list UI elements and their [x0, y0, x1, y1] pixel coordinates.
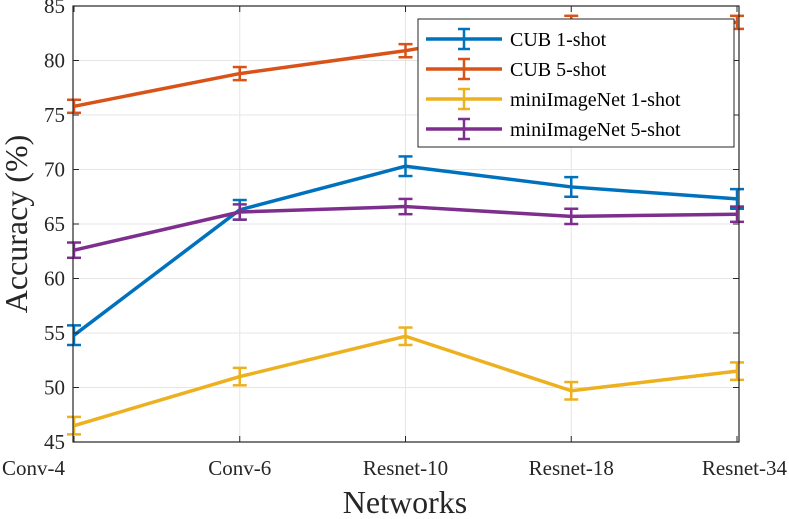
error-bar	[398, 42, 413, 59]
y-tick-label: 50	[44, 376, 65, 400]
error-bar	[67, 324, 81, 347]
error-bar	[564, 380, 579, 401]
x-tick-label: Resnet-18	[529, 456, 614, 480]
y-axis-title: Accuracy (%)	[0, 135, 34, 314]
error-bar	[398, 197, 413, 216]
error-bar	[232, 65, 247, 82]
error-bar	[67, 415, 81, 436]
legend: CUB 1-shot CUB 5-shot miniImageNet 1-shot m…	[417, 18, 735, 148]
legend-item: miniImageNet 1-shot	[426, 87, 681, 111]
y-tick-label: 85	[44, 0, 65, 18]
y-tick-label: 70	[44, 158, 65, 182]
x-tick-label: Conv-6	[208, 456, 271, 480]
legend-item: CUB 5-shot	[426, 57, 607, 81]
legend-item: CUB 1-shot	[426, 27, 607, 51]
error-bar	[232, 203, 247, 221]
x-axis-title: Networks	[343, 484, 467, 519]
x-tick-label: Resnet-10	[363, 456, 448, 480]
y-tick-label: 60	[44, 267, 65, 291]
legend-label: CUB 1-shot	[510, 29, 607, 51]
legend-label: miniImageNet 5-shot	[510, 119, 681, 141]
y-tick-label: 75	[44, 103, 65, 127]
series-3	[67, 326, 744, 436]
y-tick-label: 65	[44, 212, 65, 236]
series-4	[67, 197, 744, 260]
legend-label: CUB 5-shot	[510, 59, 607, 81]
error-bar	[232, 366, 247, 387]
error-bar	[67, 241, 81, 260]
x-tick-label: Conv-4	[2, 456, 66, 480]
y-tick-label: 45	[44, 430, 65, 454]
legend-label: miniImageNet 1-shot	[510, 89, 681, 111]
x-tick-label: Resnet-34	[702, 456, 788, 480]
error-bar	[398, 326, 413, 347]
y-tick-label: 80	[44, 49, 65, 73]
error-bar	[398, 155, 413, 178]
error-bar	[730, 361, 744, 382]
error-bar	[730, 205, 744, 224]
error-bar	[564, 175, 579, 198]
legend-item: miniImageNet 5-shot	[426, 117, 681, 141]
error-bar	[564, 207, 579, 226]
error-bar	[67, 98, 81, 115]
y-tick-label: 55	[44, 321, 65, 345]
